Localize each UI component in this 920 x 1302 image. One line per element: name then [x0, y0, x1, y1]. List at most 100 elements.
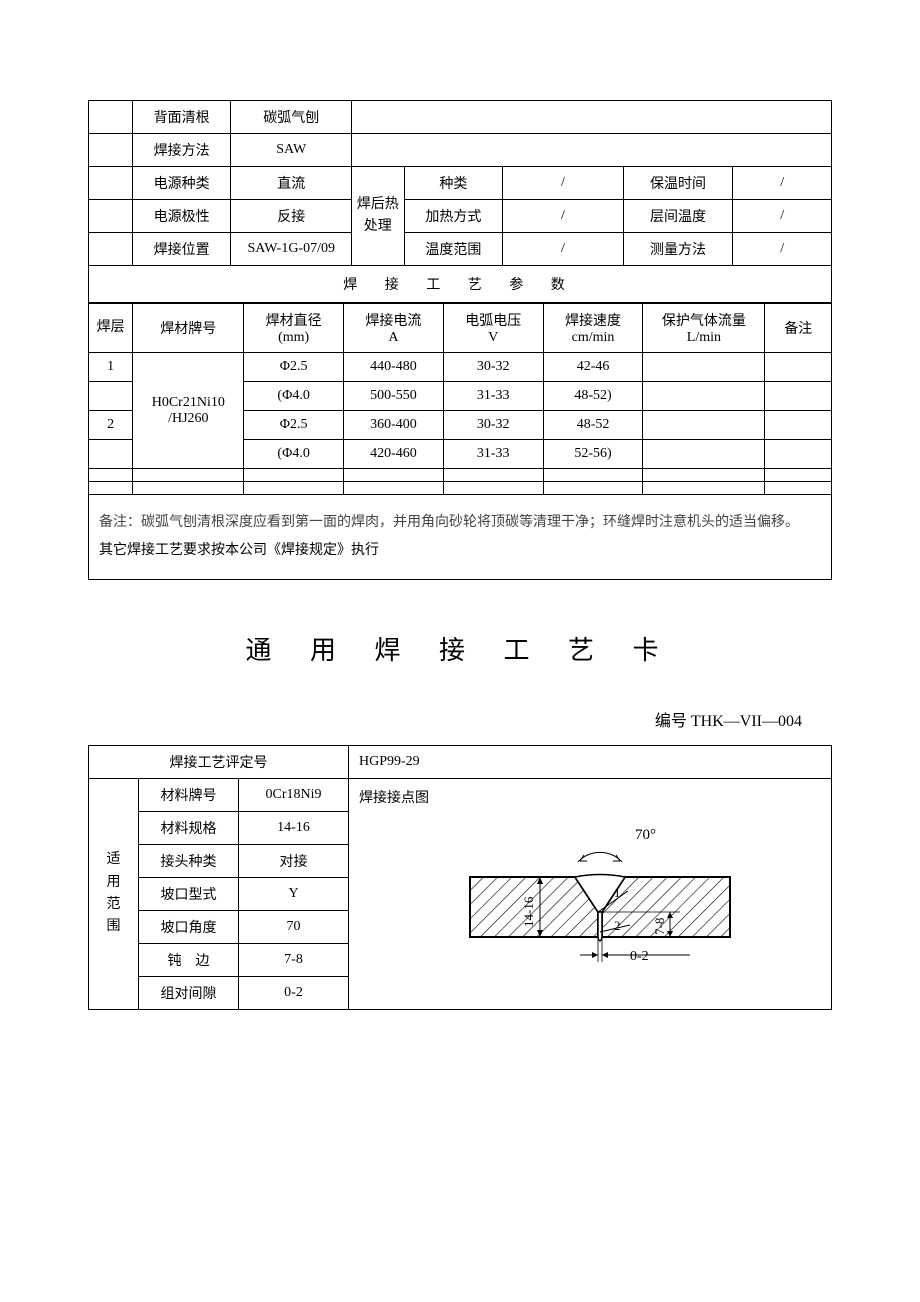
- th-brand: 焊材牌号: [133, 304, 244, 353]
- cell-layer: [89, 382, 133, 411]
- cell-cur: 420-460: [344, 440, 444, 469]
- upper-left-value: SAW-1G-07/09: [231, 233, 352, 266]
- scope-row-label: 坡口型式: [139, 878, 239, 911]
- height-dim: 14-16: [521, 896, 536, 927]
- th-speed: 焊接速度cm/min: [543, 304, 643, 353]
- scope-label: 适 用 范 围: [89, 779, 139, 1010]
- page-title: 通 用 焊 接 工 艺 卡: [88, 630, 832, 667]
- joint-diagram-cell: 焊接接点图 70°: [349, 779, 832, 1010]
- cell-gas: [643, 382, 765, 411]
- scope-row-value: 对接: [239, 845, 349, 878]
- cell-gas: [643, 411, 765, 440]
- cell-layer: [89, 440, 133, 469]
- empty-lead-cell: [89, 167, 133, 200]
- upper-left-label: 焊接方法: [132, 134, 231, 167]
- post-heat-c4: /: [733, 200, 832, 233]
- scope-row-value: 14-16: [239, 812, 349, 845]
- cell-dia: [244, 469, 344, 482]
- doc-number: 编号 THK—VII—004: [88, 707, 832, 731]
- cell-layer: 1: [89, 353, 133, 382]
- post-heat-c3: 层间温度: [623, 200, 733, 233]
- cell-spd: 52-56): [543, 440, 643, 469]
- empty-lead-cell: [89, 233, 133, 266]
- cell-spd: 42-46: [543, 353, 643, 382]
- param-row: 1 H0Cr21Ni10/HJ260 Φ2.5 440-480 30-32 42…: [89, 353, 832, 382]
- cell-cur: [344, 469, 444, 482]
- post-heat-c1: 温度范围: [404, 233, 503, 266]
- cell-dia: [244, 482, 344, 495]
- post-heat-label: 焊后热处理: [351, 167, 404, 266]
- post-heat-c3: 测量方法: [623, 233, 733, 266]
- th-voltage: 电弧电压V: [443, 304, 543, 353]
- upper-left-value: 直流: [231, 167, 352, 200]
- th-layer: 焊层: [89, 304, 133, 353]
- cell-dia: Φ2.5: [244, 411, 344, 440]
- cell-notes: [765, 440, 832, 469]
- cell-notes: [765, 482, 832, 495]
- th-notes: 备注: [765, 304, 832, 353]
- cell-cur: [344, 482, 444, 495]
- cell-notes: [765, 382, 832, 411]
- upper-left-value: 反接: [231, 200, 352, 233]
- upper-blank: [351, 101, 831, 134]
- cell-spd: [543, 469, 643, 482]
- upper-left-value: SAW: [231, 134, 352, 167]
- diagram-label: 焊接接点图: [359, 787, 821, 807]
- cell-dia: (Φ4.0: [244, 382, 344, 411]
- upper-left-value: 碳弧气刨: [231, 101, 352, 134]
- post-heat-c3: 保温时间: [623, 167, 733, 200]
- welding-params-table: 焊层 焊材牌号 焊材直径(mm) 焊接电流A 电弧电压V 焊接速度cm/min …: [88, 303, 832, 580]
- empty-lead-cell: [89, 134, 133, 167]
- th-current: 焊接电流A: [344, 304, 444, 353]
- eval-label: 焊接工艺评定号: [89, 746, 349, 779]
- th-diameter: 焊材直径(mm): [244, 304, 344, 353]
- empty-lead-cell: [89, 101, 133, 134]
- scope-row-label: 材料牌号: [139, 779, 239, 812]
- cell-spd: 48-52: [543, 411, 643, 440]
- cell-cur: 440-480: [344, 353, 444, 382]
- cell-brand: [133, 482, 244, 495]
- cell-gas: [643, 440, 765, 469]
- scope-row-label: 钝 边: [139, 944, 239, 977]
- scope-row-value: 7-8: [239, 944, 349, 977]
- post-heat-c2: /: [503, 233, 624, 266]
- pass-1: 1: [614, 885, 621, 900]
- cell-layer: 2: [89, 411, 133, 440]
- param-row: [89, 469, 832, 482]
- gap-dim: 0-2: [630, 949, 649, 964]
- scope-row-value: 0-2: [239, 977, 349, 1010]
- post-heat-c2: /: [503, 167, 624, 200]
- weld-joint-diagram: 70° 1 2: [430, 817, 750, 987]
- post-heat-c2: /: [503, 200, 624, 233]
- cell-volt: 30-32: [443, 411, 543, 440]
- cell-spd: [543, 482, 643, 495]
- cell-gas: [643, 469, 765, 482]
- cell-notes: [765, 353, 832, 382]
- cell-volt: 31-33: [443, 440, 543, 469]
- remarks-cell: 备注：碳弧气刨清根深度应看到第一面的焊肉，并用角向砂轮将顶碳等清理干净；环缝焊时…: [89, 495, 832, 580]
- upper-params-table: 背面清根 碳弧气刨 焊接方法 SAW 电源种类 直流 焊后热处理 种类 / 保温…: [88, 100, 832, 303]
- cell-layer: [89, 469, 133, 482]
- post-heat-c1: 种类: [404, 167, 503, 200]
- angle-label: 70°: [635, 827, 656, 843]
- rootface-dim: 7-8: [652, 918, 667, 935]
- scope-row-value: 70: [239, 911, 349, 944]
- post-heat-c4: /: [733, 167, 832, 200]
- cell-layer: [89, 482, 133, 495]
- scope-row-label: 组对间隙: [139, 977, 239, 1010]
- scope-row-value: 0Cr18Ni9: [239, 779, 349, 812]
- scope-row-label: 坡口角度: [139, 911, 239, 944]
- remarks-text2: 其它焊接工艺要求按本公司《焊接规定》执行: [99, 537, 821, 565]
- cell-gas: [643, 353, 765, 382]
- upper-left-label: 焊接位置: [132, 233, 231, 266]
- cell-dia: (Φ4.0: [244, 440, 344, 469]
- upper-left-label: 背面清根: [132, 101, 231, 134]
- cell-notes: [765, 411, 832, 440]
- post-heat-c4: /: [733, 233, 832, 266]
- upper-left-label: 电源极性: [132, 200, 231, 233]
- scope-row-label: 接头种类: [139, 845, 239, 878]
- remarks-text1: 碳弧气刨清根深度应看到第一面的焊肉，并用角向砂轮将顶碳等清理干净；环缝焊时注意机…: [141, 515, 799, 530]
- cell-cur: 360-400: [344, 411, 444, 440]
- remarks-label: 备注：: [99, 515, 141, 530]
- cell-spd: 48-52): [543, 382, 643, 411]
